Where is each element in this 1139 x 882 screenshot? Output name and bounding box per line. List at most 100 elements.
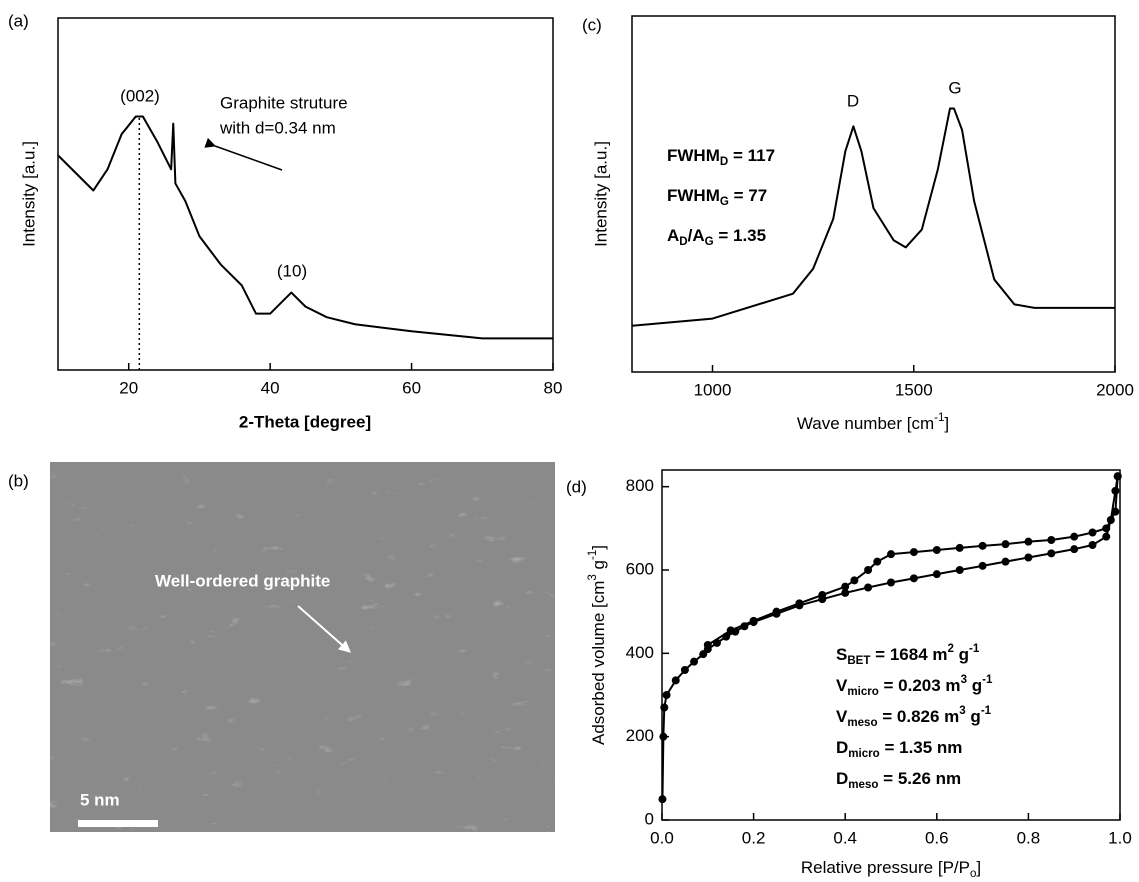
text-part: = 117 [728,146,775,165]
text-part: Wave number [cm [797,414,934,433]
data-point [1002,540,1010,548]
text-part: /A [688,226,705,245]
data-point [1024,554,1032,562]
micrograph-annotation: Well-ordered graphite [155,571,330,590]
y-tick-label: 400 [626,643,654,662]
data-point [887,550,895,558]
text-part: BET [847,655,870,667]
text-part: = 1684 m [870,645,947,664]
x-axis-label: Wave number [cm-1] [797,412,949,433]
data-line [58,117,553,339]
text-part: V [836,707,848,726]
data-point [1102,524,1110,532]
annotation: D [847,91,859,110]
x-tick-label: 1000 [694,380,732,399]
text-part: meso [848,779,878,791]
data-point [1047,536,1055,544]
plot-frame [58,18,553,370]
text-part: V [836,676,848,695]
text-part: -1 [587,550,599,560]
annotation: Vmicro = 0.203 m3 g-1 [836,674,993,698]
micrograph-image [50,462,555,832]
x-tick-label: 0.8 [1017,828,1041,847]
annotation: Dmeso = 5.26 nm [836,769,961,791]
text-part: = 77 [729,186,767,205]
data-point [659,733,667,741]
text-part: -1 [934,412,944,424]
panel-label: (c) [582,15,602,34]
text-part: g [589,560,608,574]
data-point [910,548,918,556]
x-tick-label: 0.0 [650,828,674,847]
text-part: micro [847,686,878,698]
data-point [1047,549,1055,557]
text-part: -1 [981,705,992,717]
data-point [841,583,849,591]
scale-bar [78,820,158,827]
data-point [1070,533,1078,541]
data-point [681,666,689,674]
x-tick-label: 80 [544,378,563,397]
text-part: Relative pressure [P/P [801,858,970,877]
data-point [773,608,781,616]
text-part: meso [847,717,877,729]
text-part: G [705,236,714,248]
text-part: Adsorbed volume [cm [589,581,608,745]
data-point [660,704,668,712]
text-part: -1 [969,643,980,655]
annotation: Graphite struture [220,93,348,112]
data-line [708,476,1118,645]
x-tick-label: 2000 [1096,380,1134,399]
text-part: D [836,769,848,788]
data-point [727,626,735,634]
text-part: micro [848,748,879,760]
data-line [632,109,1115,326]
text-part: FWHM [667,186,720,205]
x-tick-label: 1.0 [1108,828,1132,847]
data-point [933,546,941,554]
data-point [818,591,826,599]
y-tick-label: 800 [626,476,654,495]
data-point [1024,538,1032,546]
text-part: G [720,196,729,208]
y-axis-label: Adsorbed volume [cm3 g-1] [587,545,608,745]
data-point [795,599,803,607]
y-tick-label: 600 [626,559,654,578]
x-axis-label: Relative pressure [P/Po] [801,858,981,880]
x-tick-label: 1500 [895,380,933,399]
x-tick-label: 0.6 [925,828,949,847]
text-part: = 0.826 m [878,707,960,726]
text-part: g [967,676,982,695]
data-point [1114,472,1122,480]
panel-label: (d) [566,477,587,496]
data-point [864,566,872,574]
figure: (b)Well-ordered graphite5 nm(a)2-Theta [… [0,0,1139,882]
data-point [1089,541,1097,549]
data-point [1002,558,1010,566]
data-point [933,570,941,578]
data-point [979,542,987,550]
text-part: ] [944,414,949,433]
page: { "chart_data": [ { "type": "line", "lab… [0,0,1139,882]
text-part: = 5.26 nm [878,769,961,788]
annotation: G [948,78,961,97]
text-part: ] [976,858,981,877]
annotation: (10) [277,261,307,280]
data-point [873,558,881,566]
x-tick-label: 40 [261,378,280,397]
x-tick-label: 60 [402,378,421,397]
text-part: FWHM [667,146,720,165]
data-point [658,795,666,803]
data-point [663,691,671,699]
data-point [1070,545,1078,553]
annotation: FWHMG = 77 [667,186,767,208]
text-part: S [836,645,847,664]
text-part: D [836,738,848,757]
x-tick-label: 0.4 [833,828,857,847]
text-part: ] [589,545,608,550]
x-tick-label: 0.2 [742,828,766,847]
panel-label: (b) [8,471,29,490]
data-point [1111,487,1119,495]
x-tick-label: 20 [119,378,138,397]
data-point [750,617,758,625]
